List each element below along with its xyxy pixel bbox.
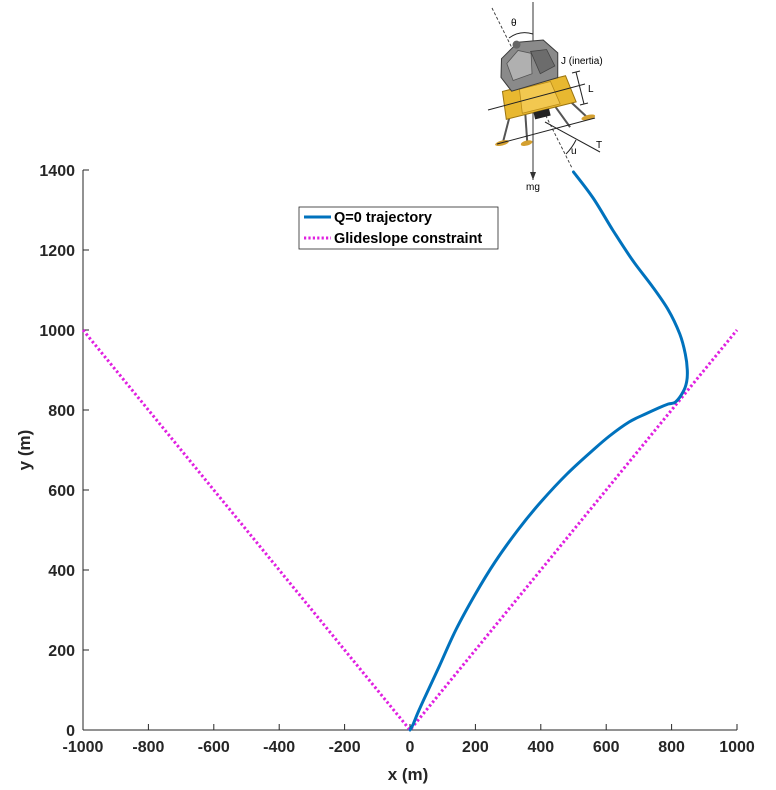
y-tick-label: 1200 <box>39 243 75 260</box>
y-tick-label: 1400 <box>39 163 75 180</box>
y-tick-label: 0 <box>66 723 75 740</box>
x-tick-label: 0 <box>406 739 415 756</box>
x-tick-label: 400 <box>527 739 554 756</box>
gravity-arrow-icon <box>530 172 536 180</box>
u-arc-icon <box>565 139 577 155</box>
series-line-glideslope <box>81 329 739 732</box>
inertia-line <box>487 83 586 111</box>
y-tick-label: 200 <box>48 643 75 660</box>
x-axis-label: x (m) <box>388 765 429 784</box>
weight-label: mg <box>526 182 540 193</box>
y-axis-label: y (m) <box>15 430 34 471</box>
x-tick-label: -1000 <box>63 739 104 756</box>
x-tick-label: 600 <box>593 739 620 756</box>
x-tick-label: -800 <box>132 739 164 756</box>
y-tick-label: 600 <box>48 483 75 500</box>
base-line <box>496 117 596 145</box>
legend-entry-glideslope: Glideslope constraint <box>334 231 482 247</box>
y-axis-ticks: 0 200 400 600 800 1000 1200 1400 <box>39 163 89 740</box>
legend-entry-trajectory: Q=0 trajectory <box>334 210 432 226</box>
lander-icon <box>495 39 596 147</box>
length-line <box>575 71 585 105</box>
length-label: L <box>588 84 594 95</box>
x-axis-ticks: -1000 -800 -600 -400 -200 0 200 400 600 800 1000 <box>63 724 755 756</box>
x-tick-label: 1000 <box>719 739 755 756</box>
y-tick-label: 400 <box>48 563 75 580</box>
x-tick-label: 800 <box>658 739 685 756</box>
thrust-label: T <box>596 140 602 151</box>
y-tick-label: 1000 <box>39 323 75 340</box>
inertia-label: J (inertia) <box>561 56 603 67</box>
x-tick-label: -400 <box>263 739 295 756</box>
x-tick-label: -200 <box>329 739 361 756</box>
x-tick-label: 200 <box>462 739 489 756</box>
control-label: u <box>571 146 577 157</box>
series-line-trajectory <box>408 170 689 732</box>
x-tick-label: -600 <box>198 739 230 756</box>
thrust-line <box>544 121 601 153</box>
series-layer <box>81 170 739 732</box>
theta-arc-icon <box>508 32 534 39</box>
y-tick-label: 800 <box>48 403 75 420</box>
legend: Q=0 trajectory Glideslope constraint <box>298 206 499 250</box>
lunar-lander-diagram: θ J (inertia) L T u mg <box>487 2 603 193</box>
legend-box <box>298 206 499 250</box>
theta-label: θ <box>511 18 517 29</box>
